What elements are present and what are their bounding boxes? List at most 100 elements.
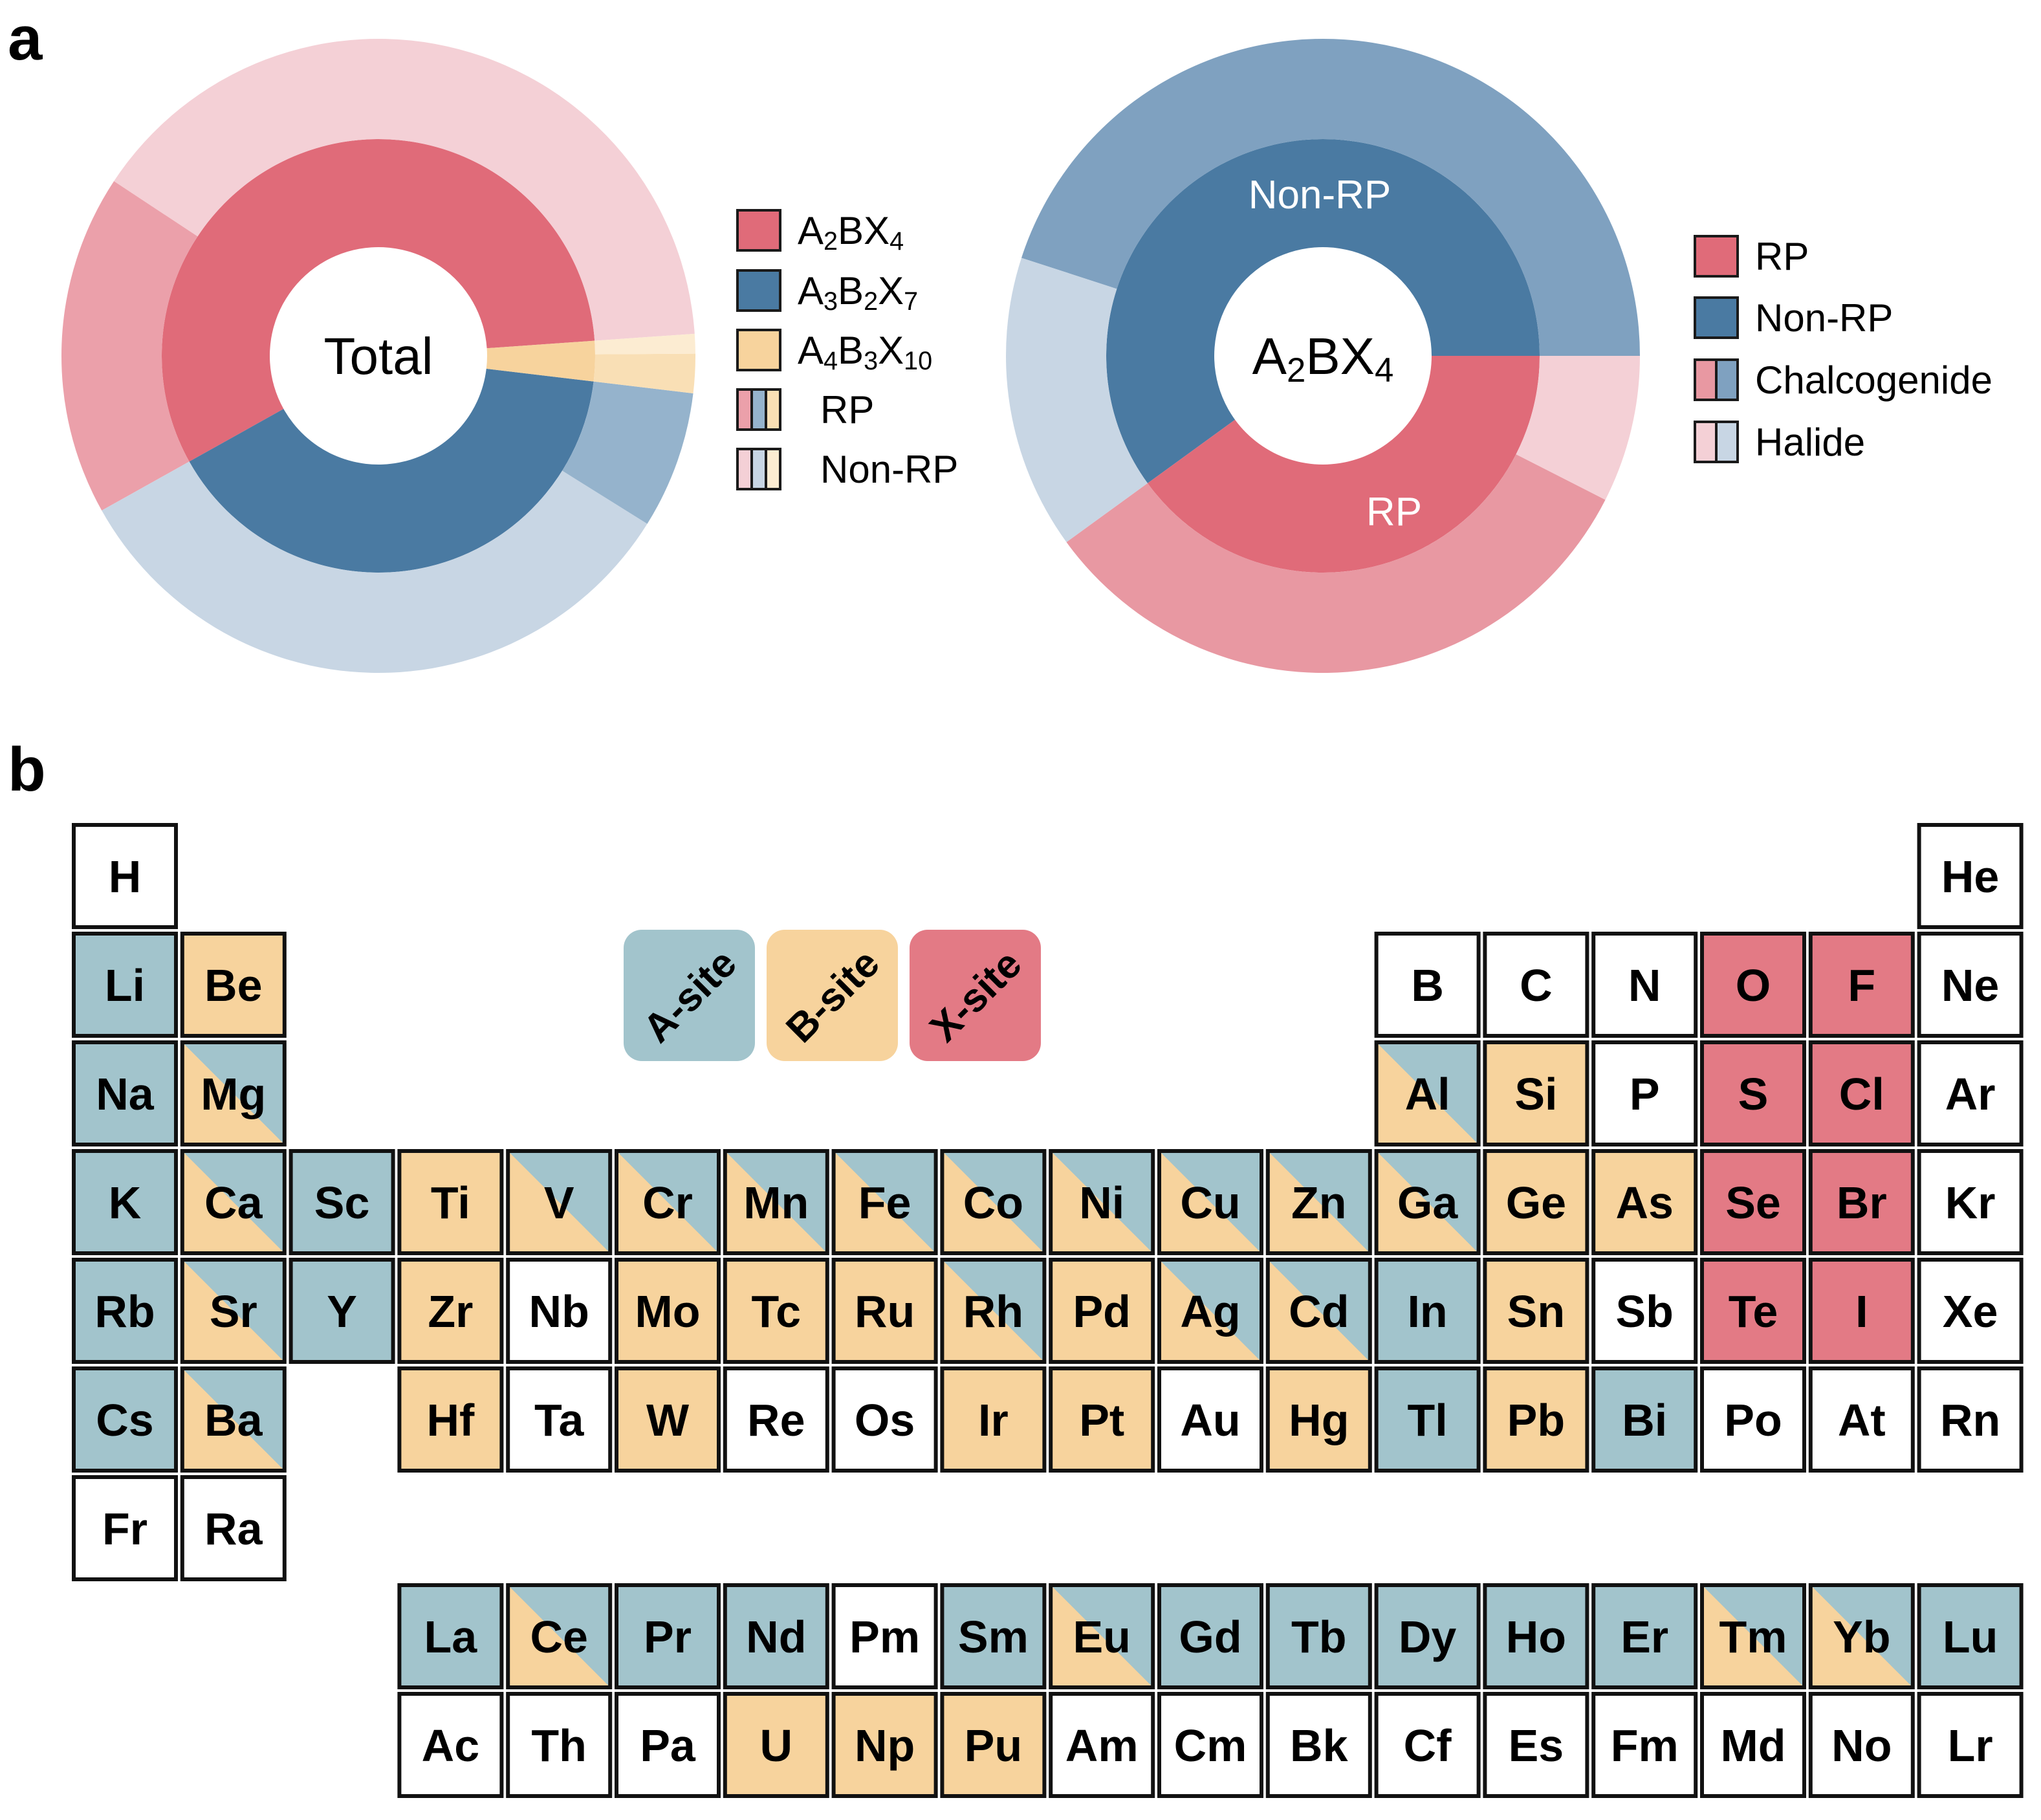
element-pd: Pd: [1049, 1258, 1155, 1364]
outer-slice-non-rp-halide: [1005, 258, 1148, 543]
element-al: Al: [1374, 1040, 1481, 1146]
element-symbol: At: [1838, 1395, 1886, 1445]
element-u: U: [723, 1692, 829, 1798]
element-po: Po: [1700, 1366, 1806, 1473]
element-symbol: Es: [1509, 1720, 1564, 1771]
element-symbol: Rh: [963, 1286, 1023, 1337]
element-symbol: Sr: [210, 1286, 257, 1337]
element-symbol: Ac: [422, 1720, 479, 1771]
outer-slice-a4b3x10-rp: [593, 353, 695, 394]
legend-label-a3b2x7: A3B2X7: [798, 269, 918, 316]
element-symbol: Kr: [1945, 1178, 1996, 1228]
legend-swatch-rp: [736, 388, 781, 431]
outer-slice-rp-halide: [1516, 356, 1640, 500]
legend-label-a4b3x10: A4B3X10: [798, 329, 932, 375]
element-symbol: U: [760, 1720, 793, 1771]
element-c: C: [1483, 932, 1589, 1038]
element-ac: Ac: [397, 1692, 504, 1798]
element-te: Te: [1700, 1258, 1806, 1364]
element-v: V: [506, 1149, 613, 1255]
element-symbol: Pt: [1079, 1395, 1124, 1445]
element-k: K: [72, 1149, 178, 1255]
element-symbol: O: [1736, 960, 1771, 1011]
element-symbol: Cf: [1404, 1720, 1452, 1771]
element-o: O: [1700, 932, 1806, 1038]
legend-label-non-rp: Non-RP: [820, 448, 958, 491]
legend-swatch-non-rp: [736, 448, 781, 490]
element-tb: Tb: [1265, 1583, 1372, 1689]
element-symbol: C: [1520, 960, 1553, 1011]
element-lu: Lu: [1917, 1583, 2024, 1689]
element-symbol: Dy: [1399, 1612, 1457, 1662]
site-legend: A-site B-site X-site: [624, 930, 1041, 1061]
ring-label-non-rp: Non-RP: [1249, 173, 1392, 217]
legend-swatch-chalcogenide: [1694, 358, 1739, 401]
element-symbol: Ge: [1506, 1178, 1566, 1228]
element-symbol: F: [1848, 960, 1875, 1011]
legend-swatch-halide: [1694, 421, 1739, 463]
element-symbol: Te: [1729, 1286, 1778, 1337]
element-nd: Nd: [723, 1583, 829, 1689]
element-cm: Cm: [1157, 1692, 1263, 1798]
legend-swatch-a3b2x7: [736, 269, 781, 312]
element-symbol: Ce: [530, 1612, 587, 1662]
element-symbol: Ag: [1180, 1286, 1240, 1337]
legend-label-rp: RP: [1755, 235, 1809, 278]
element-symbol: Xe: [1943, 1286, 1998, 1337]
element-th: Th: [506, 1692, 613, 1798]
element-symbol: Pd: [1073, 1286, 1130, 1337]
a2bx4-donut-chart: Non-RP RP A2BX4: [1005, 39, 1640, 674]
outer-slice-a3b2x7-rp: [562, 381, 693, 524]
element-si: Si: [1483, 1040, 1589, 1146]
element-symbol: Er: [1621, 1612, 1668, 1662]
element-fm: Fm: [1591, 1692, 1698, 1798]
legend-label-a2bx4: A2BX4: [798, 209, 904, 256]
element-no: No: [1808, 1692, 1915, 1798]
element-ir: Ir: [940, 1366, 1047, 1473]
element-tl: Tl: [1374, 1366, 1481, 1473]
element-symbol: Po: [1724, 1395, 1782, 1445]
element-symbol: Be: [204, 960, 262, 1011]
element-symbol: Re: [747, 1395, 805, 1445]
element-symbol: No: [1831, 1720, 1892, 1771]
element-cu: Cu: [1157, 1149, 1263, 1255]
element-co: Co: [940, 1149, 1047, 1255]
element-symbol: Tc: [752, 1286, 802, 1337]
element-ce: Ce: [506, 1583, 613, 1689]
element-na: Na: [72, 1040, 178, 1146]
element-symbol: As: [1615, 1178, 1673, 1228]
element-symbol: B: [1411, 960, 1444, 1011]
element-hg: Hg: [1265, 1366, 1372, 1473]
element-symbol: Sb: [1615, 1286, 1673, 1337]
element-symbol: He: [1941, 851, 1999, 902]
element-au: Au: [1157, 1366, 1263, 1473]
element-symbol: V: [544, 1178, 574, 1228]
legend-swatch-rp: [1694, 235, 1739, 278]
element-symbol: Ne: [1941, 960, 1999, 1011]
element-lr: Lr: [1917, 1692, 2024, 1798]
element-pu: Pu: [940, 1692, 1047, 1798]
element-symbol: P: [1630, 1069, 1660, 1119]
element-gd: Gd: [1157, 1583, 1263, 1689]
element-symbol: Cu: [1180, 1178, 1240, 1228]
element-rb: Rb: [72, 1258, 178, 1364]
element-li: Li: [72, 932, 178, 1038]
element-ra: Ra: [180, 1475, 287, 1581]
element-he: He: [1917, 823, 2024, 929]
inner-slice-a3b2x7: [189, 368, 594, 573]
element-yb: Yb: [1808, 1583, 1915, 1689]
inner-slice-a4b3x10: [486, 340, 595, 382]
element-symbol: Os: [855, 1395, 915, 1445]
outer-slice-a2bx4-non-rp: [114, 39, 695, 341]
element-fr: Fr: [72, 1475, 178, 1581]
element-eu: Eu: [1049, 1583, 1155, 1689]
element-symbol: Cs: [96, 1395, 153, 1445]
element-be: Be: [180, 932, 287, 1038]
element-symbol: Ba: [204, 1395, 263, 1445]
element-symbol: In: [1407, 1286, 1447, 1337]
element-symbol: Ca: [204, 1178, 263, 1228]
element-ba: Ba: [180, 1366, 287, 1473]
element-symbol: Li: [105, 960, 145, 1011]
element-se: Se: [1700, 1149, 1806, 1255]
